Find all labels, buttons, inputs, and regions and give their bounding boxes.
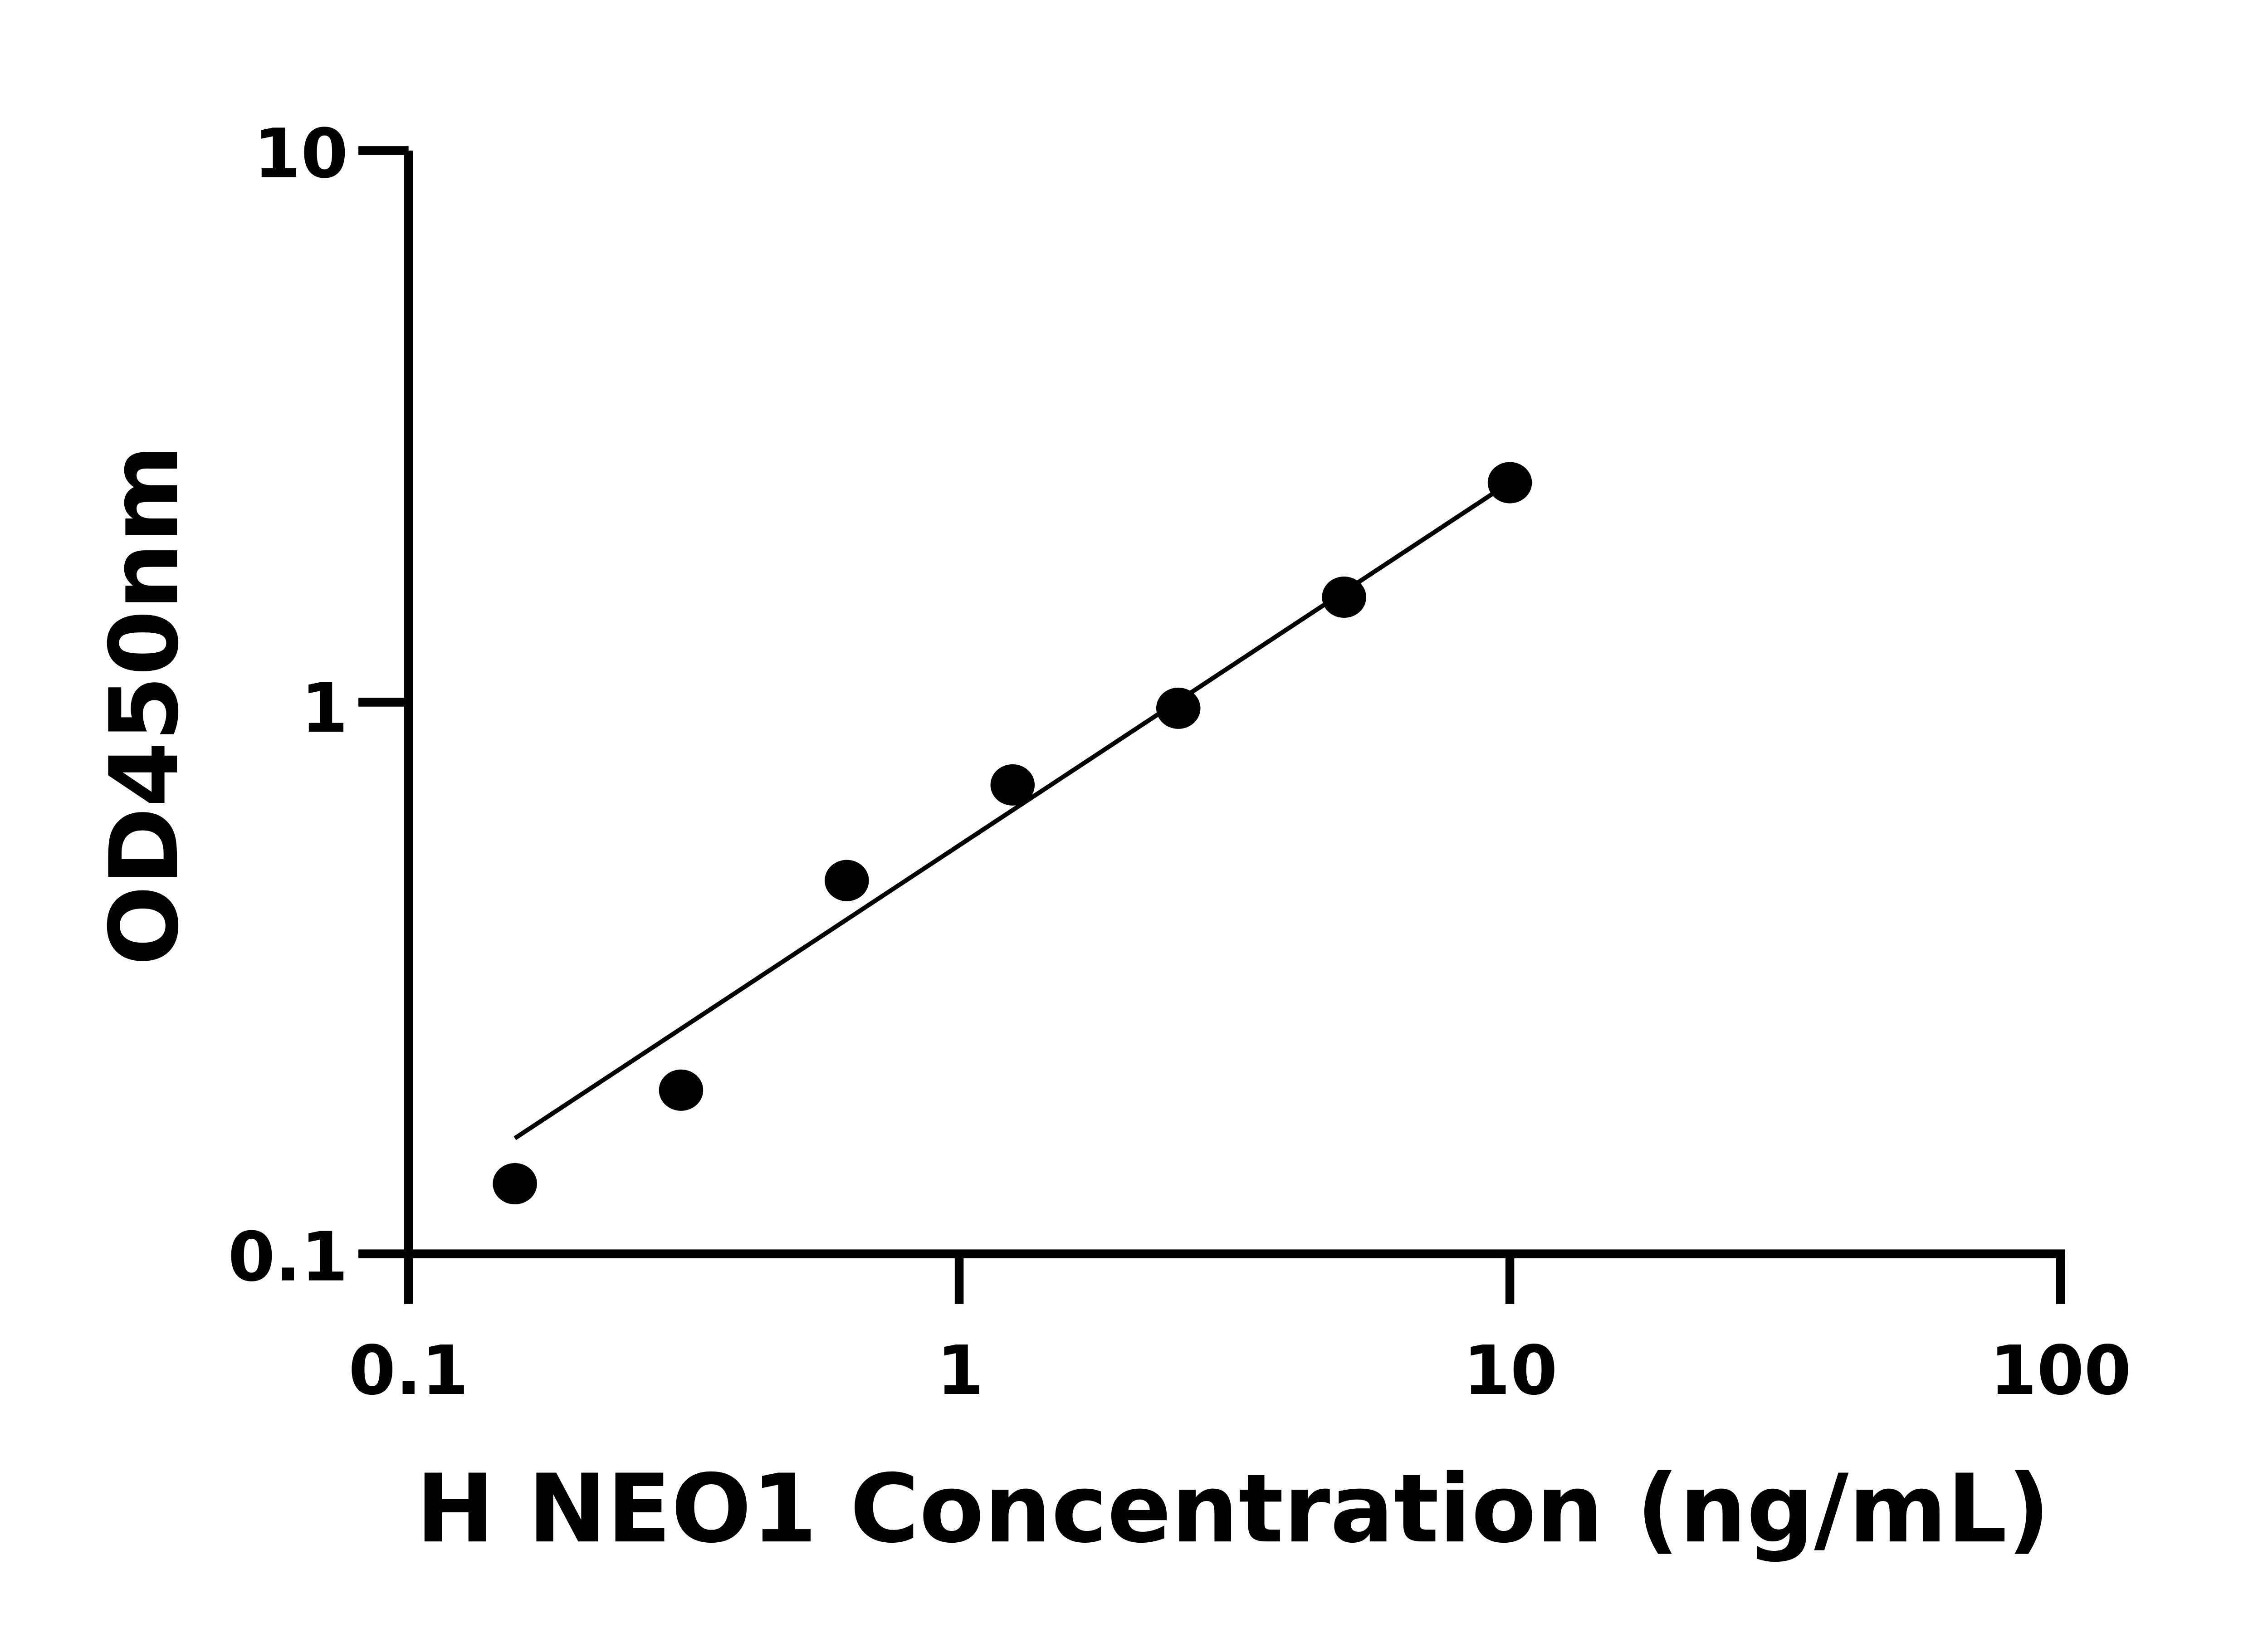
data-point xyxy=(1487,462,1532,504)
y-tick-label: 10 xyxy=(254,114,348,193)
x-tick-label: 10 xyxy=(1463,1331,1558,1410)
y-axis-label: OD450nm xyxy=(90,445,200,966)
data-point xyxy=(493,1163,537,1205)
x-axis-label: H NEO1 Concentration (ng/mL) xyxy=(416,1454,2050,1564)
x-tick-label: 100 xyxy=(1989,1331,2131,1410)
data-point xyxy=(825,860,869,901)
data-point xyxy=(659,1069,704,1111)
tick-marks xyxy=(358,146,2065,1304)
y-tick-label: 1 xyxy=(301,669,348,748)
axes xyxy=(404,150,2065,1258)
data-points xyxy=(493,462,1532,1205)
y-tick-labels: 0.1 1 10 xyxy=(228,114,348,1296)
y-tick-label: 0.1 xyxy=(228,1218,348,1297)
data-point xyxy=(1322,577,1366,618)
data-point xyxy=(1156,687,1201,729)
x-tick-labels: 0.1 1 10 100 xyxy=(348,1331,2131,1410)
x-tick-label: 0.1 xyxy=(348,1331,469,1410)
data-point xyxy=(990,764,1035,806)
x-tick-label: 1 xyxy=(937,1331,984,1410)
